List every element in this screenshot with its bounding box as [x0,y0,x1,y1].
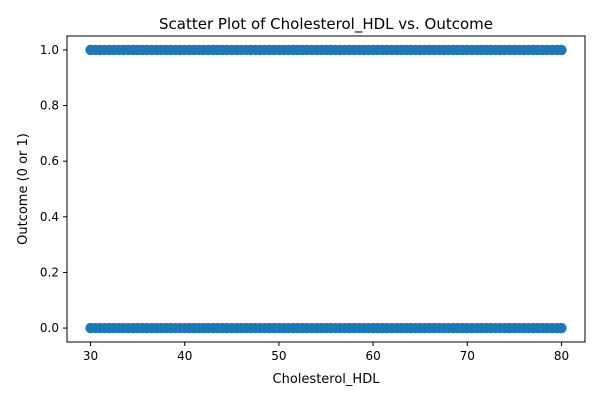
y-axis-ticks: 0.0 0.2 0.4 0.6 0.8 1.0 [40,43,67,335]
y-tick-label: 0.2 [40,265,59,279]
x-tick-label: 60 [365,349,380,363]
x-tick-label: 30 [83,349,98,363]
data-points [85,44,567,334]
y-tick-label: 0.0 [40,321,59,335]
x-tick-label: 70 [460,349,475,363]
x-tick-label: 50 [271,349,286,363]
chart-title: Scatter Plot of Cholesterol_HDL vs. Outc… [159,15,493,34]
x-axis-label: Cholesterol_HDL [273,372,381,387]
y-tick-label: 0.4 [40,210,59,224]
x-tick-label: 40 [177,349,192,363]
data-point [556,44,567,56]
plot-frame [66,35,586,343]
y-tick-label: 0.6 [40,154,59,168]
y-axis-label: Outcome (0 or 1) [16,133,31,245]
x-axis-ticks: 30 40 50 60 70 80 [83,342,569,363]
data-point [556,322,567,334]
y-tick-label: 0.8 [40,99,59,113]
y-tick-label: 1.0 [40,43,59,57]
x-tick-label: 80 [554,349,569,363]
